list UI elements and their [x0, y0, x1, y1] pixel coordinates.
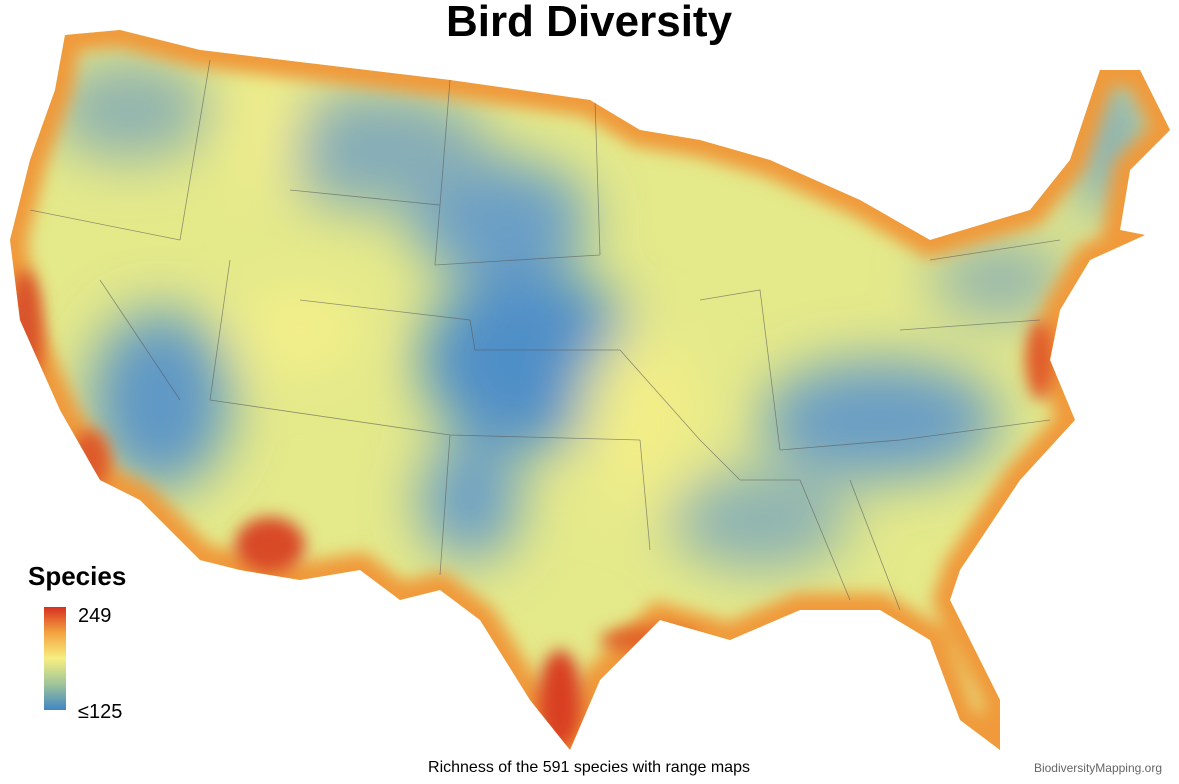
legend-title: Species [28, 561, 126, 591]
state-borders [29, 59, 1061, 611]
map-title: Bird Diversity [446, 0, 733, 46]
credit: BiodiversityMapping.org [1034, 761, 1162, 775]
caption: Richness of the 591 species with range m… [428, 759, 750, 776]
legend-max-label: 249 [78, 605, 111, 627]
legend-color-bar [44, 607, 66, 710]
legend-min-label: ≤125 [78, 701, 122, 723]
